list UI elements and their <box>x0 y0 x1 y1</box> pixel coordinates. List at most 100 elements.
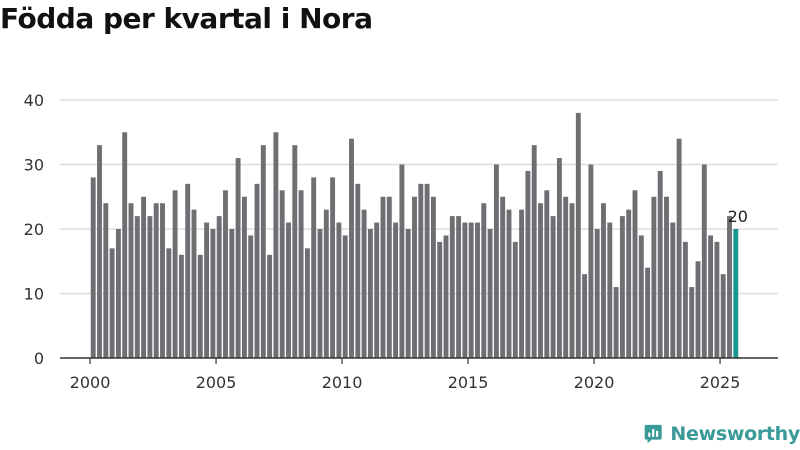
bar <box>689 287 695 358</box>
bar <box>487 229 493 358</box>
bar <box>191 209 197 358</box>
bar <box>134 216 140 358</box>
bar <box>90 177 96 358</box>
bar <box>512 241 518 358</box>
bars <box>90 112 739 359</box>
bar <box>241 196 247 358</box>
bar <box>645 267 651 358</box>
x-tick-label: 2020 <box>574 373 615 392</box>
bar <box>563 196 569 358</box>
bar <box>122 132 128 358</box>
bar <box>178 254 184 358</box>
bar <box>172 190 178 358</box>
data-label-last: 20 <box>728 207 748 226</box>
bar <box>298 190 304 358</box>
data-labels: 20 <box>728 207 748 226</box>
bar <box>109 248 115 358</box>
bar <box>336 222 342 358</box>
bar <box>141 196 147 358</box>
x-tick-label: 2015 <box>448 373 489 392</box>
bar <box>210 229 216 358</box>
bar <box>374 222 380 358</box>
bar <box>651 196 657 358</box>
bar <box>582 274 588 358</box>
bar <box>500 196 506 358</box>
bar <box>493 164 499 358</box>
newsworthy-logo-text: Newsworthy <box>670 423 800 445</box>
x-tick-label: 2005 <box>196 373 237 392</box>
bar <box>412 196 417 358</box>
bar <box>556 158 562 358</box>
bar <box>531 145 537 358</box>
bar <box>727 216 732 358</box>
bar <box>97 145 102 358</box>
bar <box>619 216 625 358</box>
bar <box>380 196 386 358</box>
bar <box>443 235 449 358</box>
bar <box>481 203 487 358</box>
bar <box>538 203 543 358</box>
bar <box>367 229 373 358</box>
bar <box>361 209 367 358</box>
bar <box>292 145 298 358</box>
newsworthy-logo: Newsworthy <box>644 419 800 449</box>
bar <box>449 216 455 358</box>
bar <box>273 132 279 358</box>
bar <box>695 261 701 358</box>
bar <box>575 112 581 359</box>
bar <box>544 190 550 358</box>
bar <box>682 241 688 358</box>
bar <box>475 222 480 358</box>
bar <box>393 222 399 358</box>
x-tick-label: 2000 <box>70 373 111 392</box>
bar <box>103 203 109 358</box>
bar <box>708 235 714 358</box>
bar <box>676 138 682 358</box>
bar <box>638 235 644 358</box>
bar <box>317 229 323 358</box>
bar <box>424 183 430 358</box>
bar <box>607 222 613 358</box>
y-tick-label: 10 <box>24 285 44 304</box>
bar <box>569 203 575 358</box>
bar <box>701 164 707 358</box>
y-tick-label: 0 <box>34 349 44 368</box>
bar <box>588 164 594 358</box>
bar <box>720 274 726 358</box>
bar <box>185 183 191 358</box>
bar <box>714 241 720 358</box>
bar <box>147 216 153 358</box>
bar <box>462 222 468 358</box>
bar <box>664 196 669 358</box>
bar <box>355 183 361 358</box>
bar <box>260 145 266 358</box>
bar <box>342 235 348 358</box>
bar <box>197 254 203 358</box>
bar <box>632 190 638 358</box>
bar <box>223 190 228 358</box>
bar <box>613 287 619 358</box>
bar <box>430 196 436 358</box>
bar <box>248 235 254 358</box>
bar-highlight <box>733 229 739 358</box>
bar <box>418 183 424 358</box>
x-tick-label: 2025 <box>700 373 741 392</box>
bar <box>153 203 159 358</box>
y-tick-label: 20 <box>24 220 44 239</box>
bar <box>160 203 165 358</box>
bar <box>456 216 462 358</box>
bar <box>506 209 512 358</box>
bar <box>216 216 222 358</box>
x-axis: 2000 2005 2010 2015 2020 2025 <box>60 357 778 392</box>
bar <box>519 209 525 358</box>
bar <box>399 164 405 358</box>
bar <box>229 229 235 358</box>
bar <box>670 222 676 358</box>
bar <box>323 209 329 358</box>
bar <box>279 190 285 358</box>
bar <box>254 183 260 358</box>
bar <box>594 229 600 358</box>
bar <box>311 177 317 358</box>
bar <box>330 177 336 358</box>
